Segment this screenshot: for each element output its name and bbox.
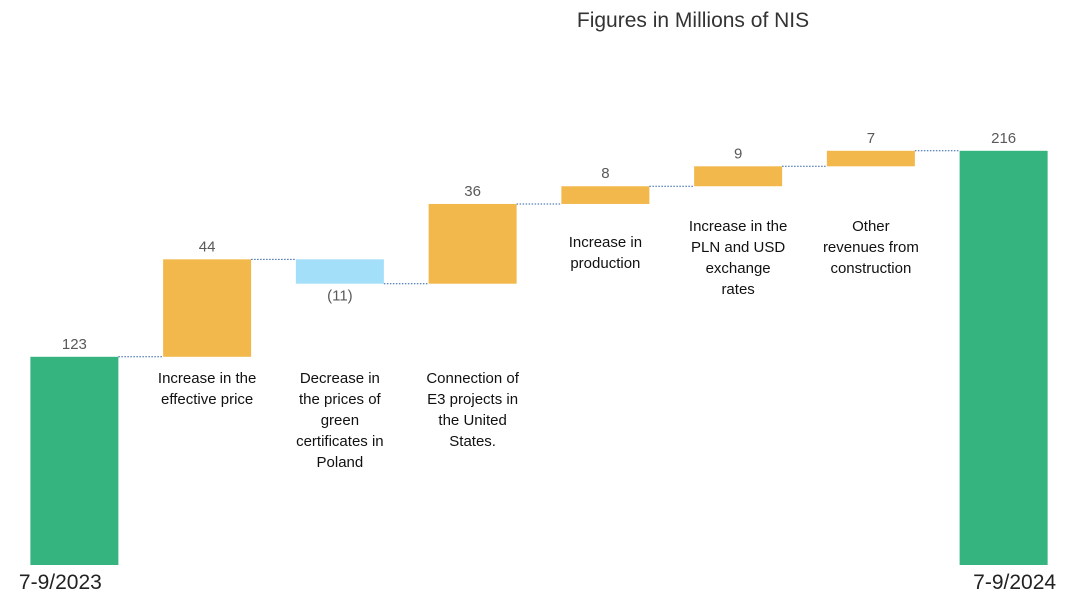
value-label: 8 [601,165,609,182]
value-label: 216 [991,130,1016,147]
x-tick-label: 7-9/2023 [18,571,102,594]
bar [295,259,384,284]
bar [959,150,1048,566]
value-label: 123 [62,336,87,353]
x-tick-label: 7-9/2024 [973,571,1057,594]
bar [428,203,517,284]
x-tick-label: Increase in production [568,234,643,272]
value-label: 9 [734,145,742,162]
x-tick-label: Increase in the PLN and USD exchange rat… [688,218,788,298]
chart-title: Figures in Millions of NIS [577,9,809,32]
bar [826,150,915,167]
x-tick-label: Connection of E3 projects in the United … [426,370,519,450]
value-label: 7 [867,130,875,147]
x-tick-label: Decrease in the prices of green certific… [296,370,384,471]
bar [694,166,783,187]
value-label: 44 [199,238,216,255]
bar [561,186,650,204]
x-tick-label: Increase in the effective price [157,370,257,408]
x-tick-label: Other revenues from construction [822,218,919,277]
value-label: 36 [464,183,481,200]
value-label: (11) [327,288,353,305]
bar [163,259,252,357]
bar [30,356,119,565]
